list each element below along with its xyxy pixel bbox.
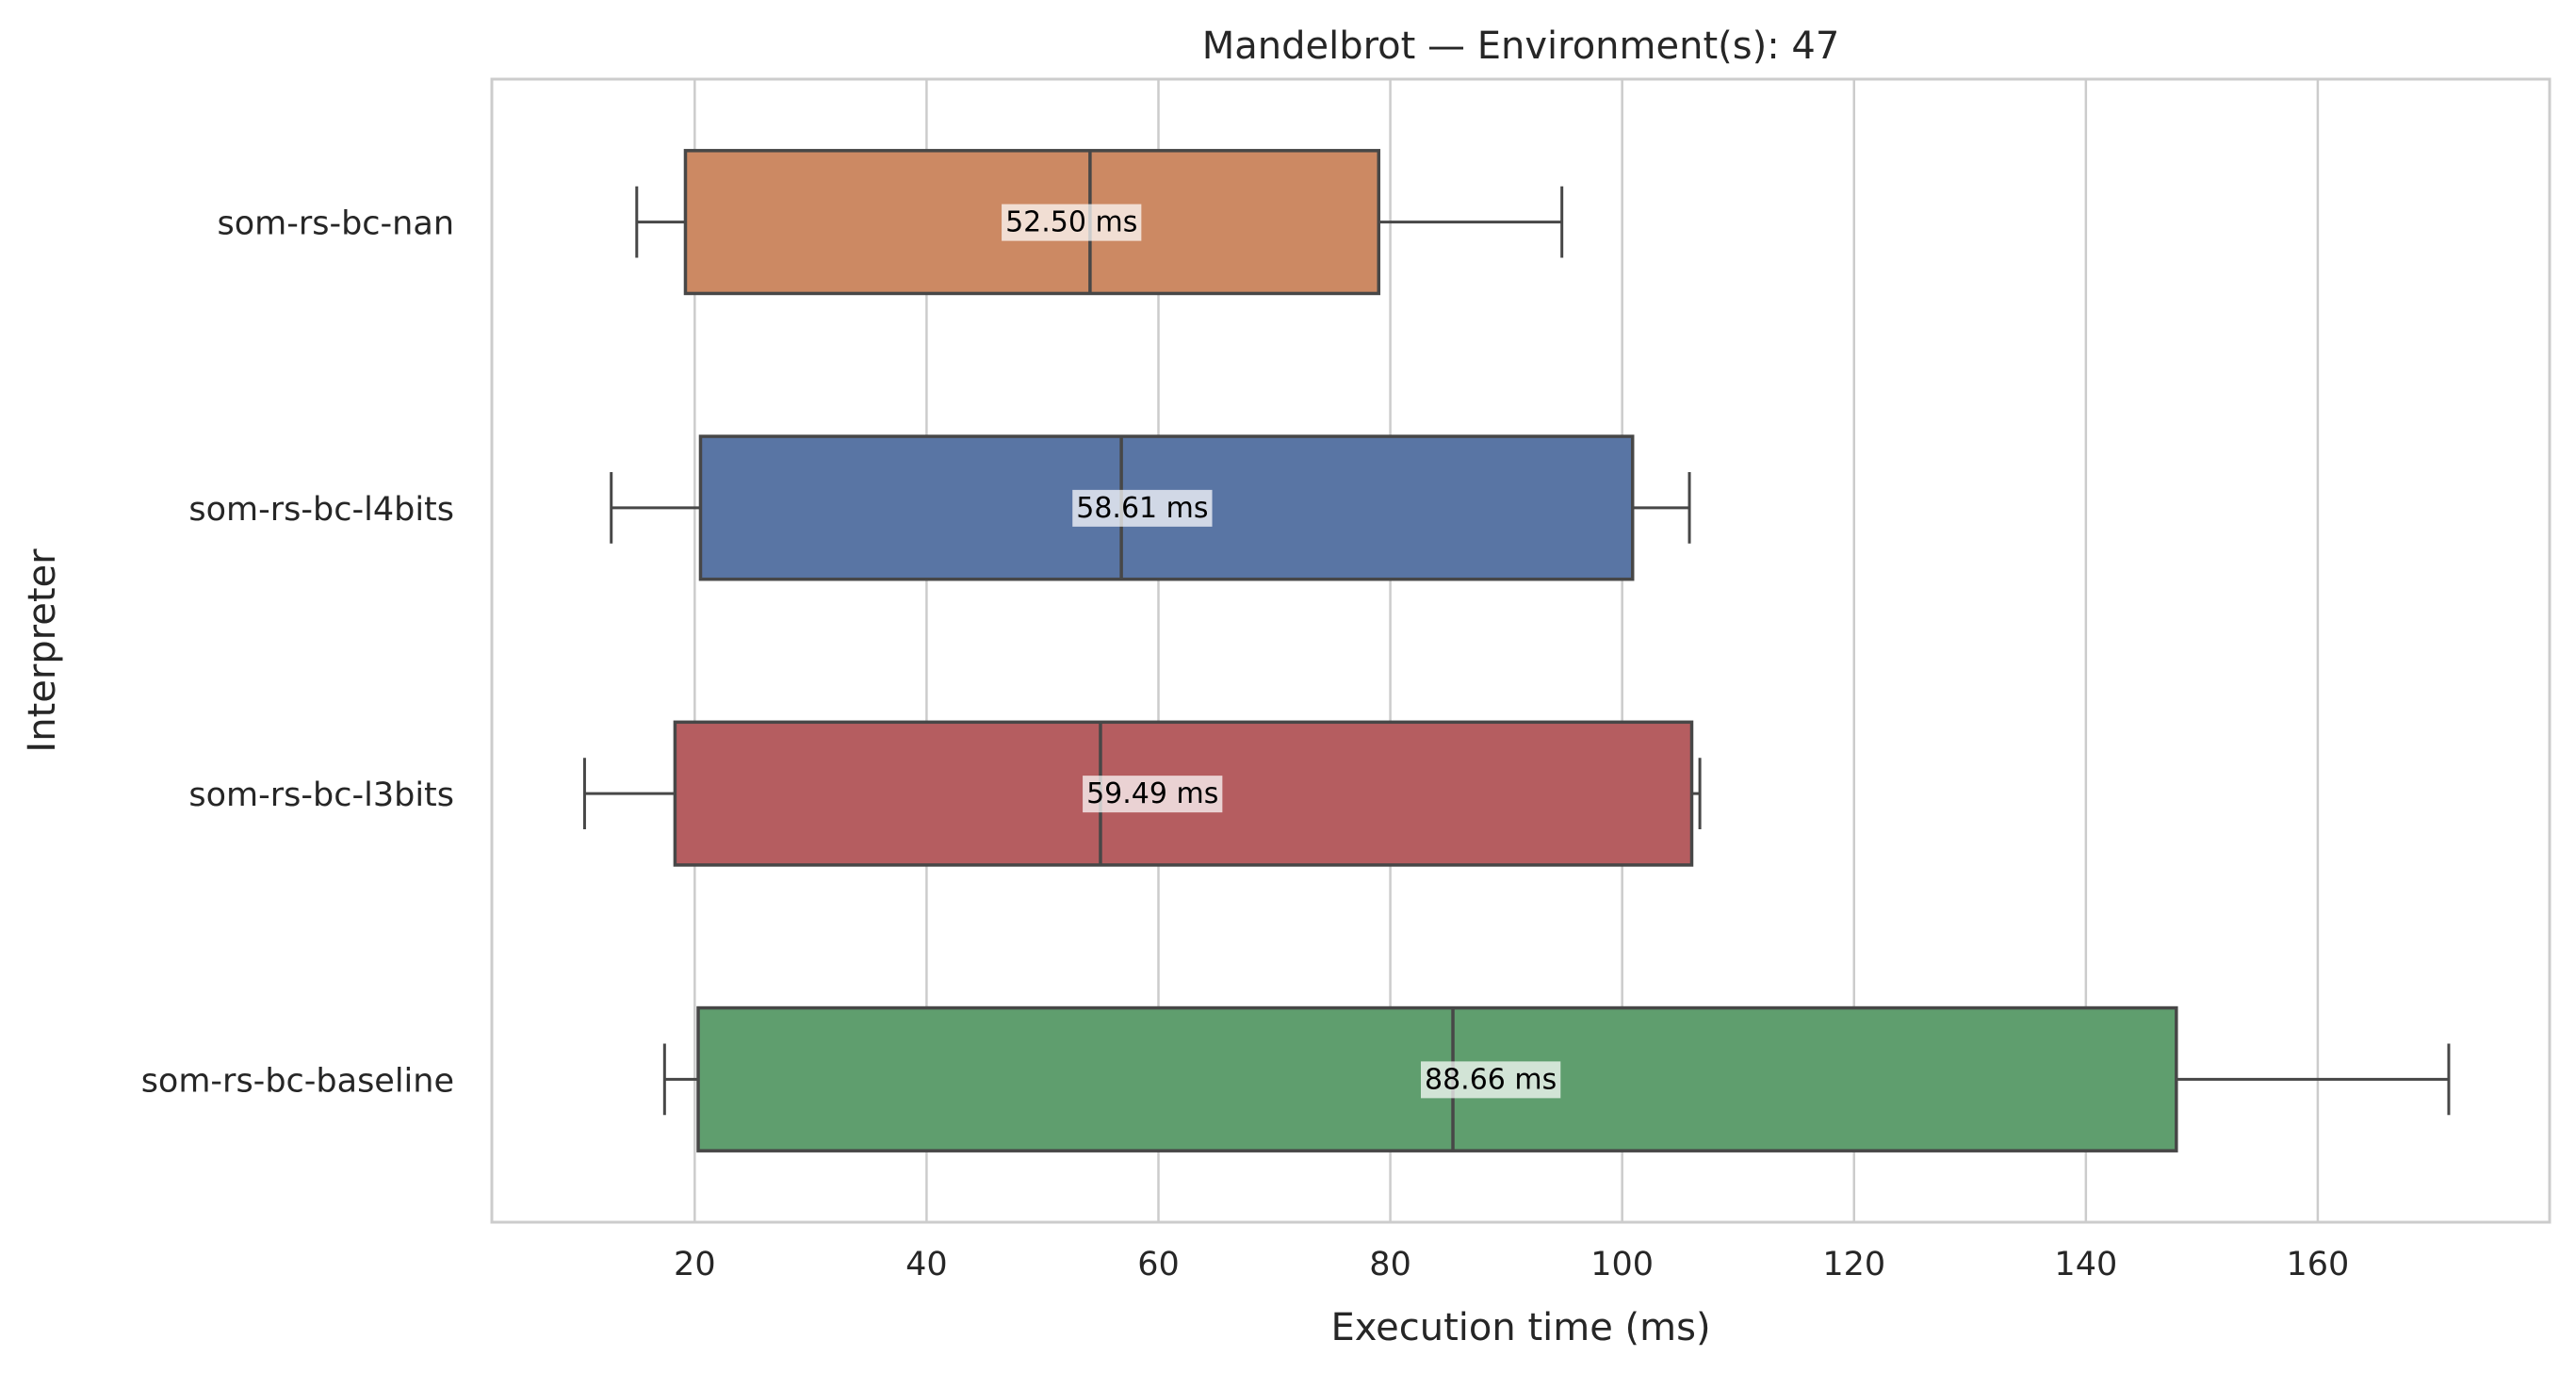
box-label-background [1002,204,1142,241]
y-axis-label: Interpreter [21,548,64,753]
x-tick-label: 40 [905,1246,948,1283]
box-value-label: 52.50 ms [1005,206,1137,239]
y-tick-label: som-rs-bc-baseline [141,1062,454,1100]
y-tick-label: som-rs-bc-l3bits [188,776,454,814]
box-group: 59.49 ms [582,720,1702,867]
plot-frame [490,77,2552,1224]
x-tick-label: 20 [674,1246,716,1283]
box-value-label: 58.61 ms [1076,492,1208,525]
x-tick-label: 100 [1590,1246,1654,1283]
x-tick-label: 120 [1822,1246,1885,1283]
x-tick-label: 80 [1369,1246,1411,1283]
x-tick-label: 140 [2054,1246,2117,1283]
box-value-label: 88.66 ms [1425,1063,1557,1096]
box-group: 52.50 ms [635,149,1564,296]
box [698,434,1635,581]
x-tick-labels: 20 40 60 80 100 120 140 160 [674,1246,2349,1283]
y-tick-label: som-rs-bc-l4bits [188,491,454,529]
x-axis-label: Execution time (ms) [1330,1306,1710,1349]
x-tick-label: 60 [1137,1246,1180,1283]
box-group: 88.66 ms [662,1005,2451,1152]
box-group: 58.61 ms [610,434,1691,581]
box-label-background [1083,776,1223,813]
box-label-background [1072,489,1213,527]
chart-title: Mandelbrot — Environment(s): 47 [1202,25,1840,68]
box-value-label: 59.49 ms [1086,777,1218,810]
y-tick-label: som-rs-bc-nan [217,205,454,243]
x-tick-label: 160 [2287,1246,2350,1283]
y-tick-labels: som-rs-bc-nan som-rs-bc-l4bits som-rs-bc-l… [141,205,454,1101]
boxes: 52.50 ms 58.61 ms 59.49 ms 88.66 ms [582,149,2451,1152]
box-label-background [1420,1061,1561,1099]
